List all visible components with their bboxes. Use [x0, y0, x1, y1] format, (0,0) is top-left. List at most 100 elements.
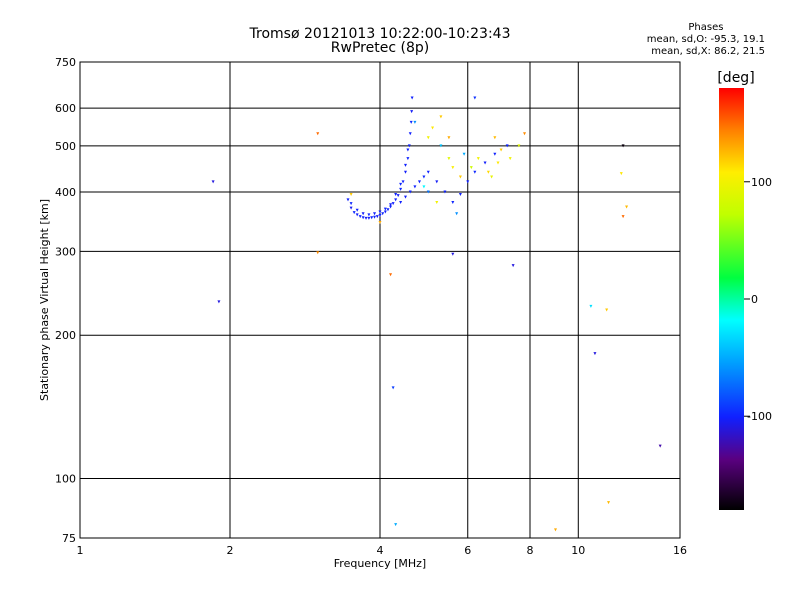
- colorbar-ticks: 100 0 -100: [744, 176, 772, 423]
- data-point: [469, 166, 473, 170]
- data-point: [505, 144, 509, 148]
- data-point: [417, 180, 421, 184]
- y-tick-label: 100: [55, 473, 76, 486]
- phase-stats: Phases mean, sd,O: -95.3, 19.1 mean, sd,…: [647, 22, 765, 58]
- data-point: [426, 190, 430, 194]
- y-tick-label: 300: [55, 245, 76, 258]
- x-tick-label: 8: [527, 544, 534, 557]
- data-point: [403, 170, 407, 174]
- data-points: [211, 96, 662, 532]
- data-point: [410, 96, 414, 100]
- data-point: [483, 161, 487, 165]
- x-axis-label: Frequency [MHz]: [334, 557, 426, 570]
- data-point: [389, 205, 393, 209]
- data-point: [399, 187, 403, 191]
- data-point: [378, 221, 382, 225]
- data-point: [399, 182, 403, 186]
- data-point: [473, 170, 477, 174]
- data-point: [451, 201, 455, 205]
- data-point: [447, 157, 451, 161]
- data-point: [462, 152, 466, 156]
- data-point: [607, 501, 611, 505]
- data-point: [431, 126, 435, 130]
- stats-heading: Phases: [688, 22, 724, 33]
- data-point: [408, 132, 412, 136]
- colorbar: [719, 88, 744, 510]
- data-point: [658, 444, 662, 448]
- data-point: [361, 216, 365, 220]
- data-point: [358, 215, 362, 219]
- data-point: [349, 202, 353, 206]
- data-point: [413, 120, 417, 124]
- data-point: [466, 180, 470, 184]
- data-point: [410, 110, 414, 114]
- data-point: [378, 210, 382, 214]
- data-point: [316, 132, 320, 136]
- data-point: [361, 212, 365, 216]
- data-point: [476, 157, 480, 161]
- data-point: [406, 157, 410, 161]
- data-point: [451, 252, 455, 256]
- data-point: [439, 115, 443, 119]
- data-point: [553, 528, 557, 532]
- data-point: [486, 170, 490, 174]
- data-point: [367, 213, 371, 217]
- data-point: [375, 215, 379, 219]
- data-point: [367, 216, 371, 220]
- data-point: [399, 201, 403, 205]
- data-point: [605, 308, 609, 312]
- data-point: [352, 211, 356, 215]
- data-point: [394, 193, 398, 197]
- data-point: [401, 180, 405, 184]
- y-tick-label: 600: [55, 102, 76, 115]
- y-axis-ticks: 75 100 200 300 400 500 600 750: [55, 56, 76, 545]
- data-point: [517, 144, 521, 148]
- data-point: [403, 163, 407, 167]
- data-point: [346, 198, 350, 202]
- data-point: [439, 144, 443, 148]
- colorbar-tick-label: 100: [751, 176, 772, 189]
- chart-title: Tromsø 20121013 10:22:00-10:23:43: [249, 26, 511, 42]
- x-tick-label: 2: [227, 544, 234, 557]
- grid-lines: [80, 62, 680, 538]
- data-point: [381, 212, 385, 216]
- data-point: [493, 136, 497, 140]
- data-point: [383, 207, 387, 211]
- data-point: [458, 175, 462, 179]
- data-point: [386, 208, 390, 212]
- x-tick-label: 4: [377, 544, 384, 557]
- data-point: [451, 166, 455, 170]
- data-point: [316, 251, 320, 255]
- data-point: [349, 206, 353, 210]
- data-point: [499, 148, 503, 152]
- data-point: [373, 212, 377, 216]
- data-point: [409, 120, 413, 124]
- data-point: [458, 193, 462, 197]
- x-tick-label: 6: [464, 544, 471, 557]
- stats-line-x: mean, sd,X: 86.2, 21.5: [651, 46, 765, 57]
- data-point: [443, 190, 447, 194]
- data-point: [625, 205, 629, 209]
- data-point: [349, 193, 353, 197]
- data-point: [355, 213, 359, 217]
- data-point: [383, 210, 387, 214]
- data-point: [435, 201, 439, 205]
- data-point: [391, 202, 395, 206]
- data-point: [396, 194, 400, 198]
- data-point: [422, 185, 426, 189]
- data-point: [511, 264, 515, 268]
- colorbar-tick-label: 0: [751, 293, 758, 306]
- x-axis-ticks: 1 2 4 6 8 10 16: [77, 544, 688, 557]
- x-tick-label: 16: [673, 544, 687, 557]
- data-point: [490, 175, 494, 179]
- data-point: [621, 144, 625, 148]
- data-point: [593, 352, 597, 356]
- chart-subtitle: RwPretec (8p): [330, 40, 430, 56]
- data-point: [373, 215, 377, 219]
- data-point: [619, 172, 623, 176]
- data-point: [394, 198, 398, 202]
- data-point: [493, 152, 497, 156]
- y-tick-label: 200: [55, 329, 76, 342]
- data-point: [413, 185, 417, 189]
